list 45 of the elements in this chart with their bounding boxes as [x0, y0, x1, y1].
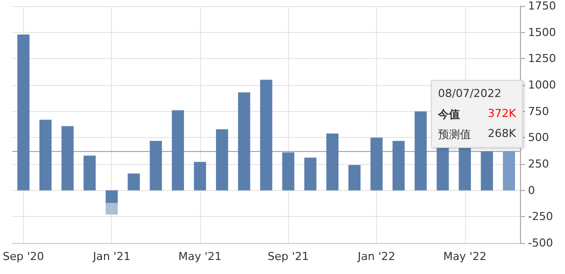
x-tick-label: Sep '21: [268, 250, 309, 263]
bar: [128, 173, 140, 190]
bar: [414, 111, 427, 190]
bar: [436, 146, 449, 190]
bar: [39, 120, 52, 190]
bar: [106, 202, 118, 215]
y-tick-label: 1000: [528, 78, 556, 92]
bar: [282, 152, 294, 190]
bar: [370, 138, 383, 190]
y-tick-label: -250: [528, 210, 553, 224]
x-tick-label: Sep '20: [2, 250, 44, 263]
bar: [172, 110, 184, 190]
bar: [480, 151, 493, 190]
y-tick-label: 0: [528, 184, 535, 197]
bar: [238, 92, 250, 190]
bar: [194, 162, 206, 190]
bar: [326, 133, 338, 190]
x-tick-label: Jan '21: [92, 250, 130, 263]
y-tick-label: 1500: [528, 26, 556, 39]
x-tick-label: May '22: [443, 250, 486, 263]
bar: [106, 190, 118, 203]
bar: [61, 126, 74, 190]
bar: [392, 140, 405, 190]
bar: [84, 156, 96, 190]
y-tick-label: 750: [528, 104, 549, 118]
annotation: 今值: [438, 107, 460, 122]
y-tick-label: -500: [528, 236, 553, 250]
annotation: 预测值: [438, 127, 471, 142]
annotation: 372K: [488, 107, 516, 120]
bar: [458, 146, 471, 190]
bar: [304, 158, 316, 190]
bar: [216, 129, 228, 190]
bar: [348, 165, 361, 190]
bar: [260, 80, 272, 190]
y-tick-label: 1750: [528, 0, 556, 12]
annotation: 08/07/2022: [438, 87, 502, 100]
x-tick-label: May '21: [178, 250, 222, 263]
annotation: 268K: [488, 127, 516, 140]
y-tick-label: 250: [528, 158, 549, 170]
y-tick-label: 1250: [528, 52, 556, 66]
bar: [150, 140, 162, 190]
bar: [502, 151, 516, 190]
x-tick-label: Jan '22: [356, 250, 396, 263]
y-tick-label: 500: [528, 131, 549, 144]
bar: [17, 34, 30, 190]
